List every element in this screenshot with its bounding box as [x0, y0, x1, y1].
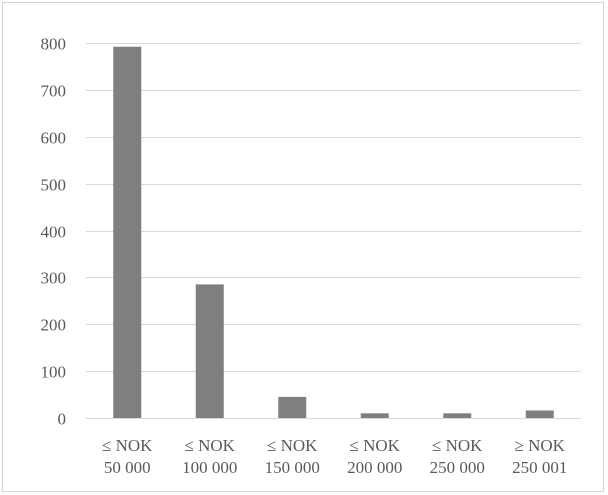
bar	[525, 410, 554, 418]
bar	[360, 413, 389, 418]
x-axis-tick-labels: ≤ NOK 50 000 ≤ NOK 100 000 ≤ NOK 150 000 ≤ NOK…	[102, 436, 567, 477]
x-tick-label: 200 000	[347, 458, 402, 477]
x-tick-label: 50 000	[104, 458, 151, 477]
x-tick-label: ≤ NOK	[185, 436, 236, 455]
x-tick-label: ≤ NOK	[350, 436, 401, 455]
y-axis-tick-labels: 0 100 200 300 400 500 600 700 800	[41, 35, 67, 429]
y-tick-label: 100	[41, 363, 67, 382]
gridlines	[86, 43, 581, 372]
x-tick-label: ≤ NOK	[102, 436, 153, 455]
bar	[113, 46, 142, 418]
bar	[195, 284, 224, 418]
y-tick-label: 300	[41, 269, 67, 288]
y-tick-label: 600	[41, 129, 67, 148]
y-tick-label: 500	[41, 176, 67, 195]
x-tick-label: 100 000	[182, 458, 237, 477]
x-tick-label: ≤ NOK	[432, 436, 483, 455]
bars	[113, 46, 554, 418]
bar	[443, 413, 472, 418]
y-tick-label: 0	[58, 410, 67, 429]
x-tick-label: 250 001	[512, 458, 567, 477]
x-tick-label: ≥ NOK	[515, 436, 566, 455]
x-tick-label: 250 000	[430, 458, 485, 477]
bar	[278, 396, 307, 418]
y-tick-label: 800	[41, 35, 67, 54]
x-tick-label: 150 000	[265, 458, 320, 477]
y-tick-label: 200	[41, 316, 67, 335]
y-tick-label: 700	[41, 82, 67, 101]
y-tick-label: 400	[41, 223, 67, 242]
x-tick-label: ≤ NOK	[267, 436, 318, 455]
